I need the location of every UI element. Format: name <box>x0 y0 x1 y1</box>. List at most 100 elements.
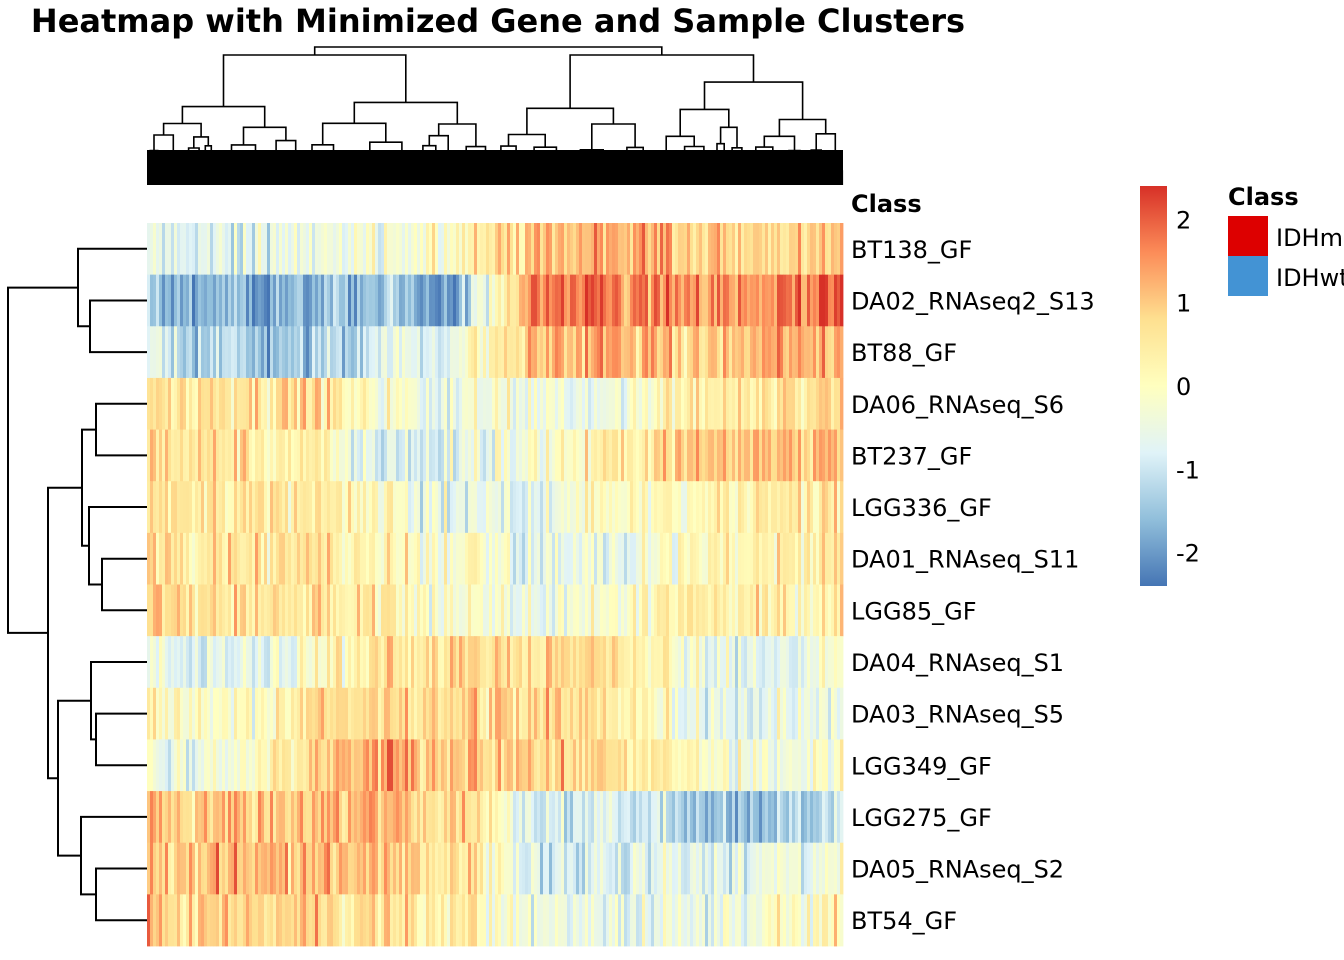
heatmap-cell <box>186 481 190 534</box>
heatmap-cell <box>777 739 781 792</box>
heatmap-cell <box>840 223 844 276</box>
heatmap-cell <box>399 429 403 482</box>
heatmap-cell <box>795 894 799 947</box>
heatmap-cell <box>459 791 463 844</box>
heatmap-cell <box>525 842 529 895</box>
heatmap-cell <box>648 481 652 534</box>
heatmap-cell <box>246 894 250 947</box>
heatmap-cell <box>486 687 490 740</box>
heatmap-cell <box>738 274 742 327</box>
heatmap-cell <box>681 326 685 379</box>
heatmap-cell <box>219 481 223 534</box>
heatmap-cell <box>801 584 805 637</box>
heatmap-cell <box>708 636 712 689</box>
heatmap-cell <box>702 429 706 482</box>
heatmap-cell <box>243 739 247 792</box>
heatmap-cell <box>510 429 514 482</box>
heatmap-cell <box>690 894 694 947</box>
heatmap-cell <box>651 894 655 947</box>
heatmap-cell <box>609 532 613 585</box>
heatmap-cell <box>510 842 514 895</box>
heatmap-cell <box>741 636 745 689</box>
heatmap-cell <box>426 481 430 534</box>
heatmap-cell <box>249 791 253 844</box>
heatmap-cell <box>246 481 250 534</box>
heatmap-cell <box>399 739 403 792</box>
heatmap-cell <box>780 532 784 585</box>
heatmap-cell <box>441 584 445 637</box>
heatmap-cell <box>447 429 451 482</box>
heatmap-cell <box>528 791 532 844</box>
heatmap-cell <box>276 894 280 947</box>
heatmap-cell <box>174 687 178 740</box>
heatmap-cell <box>540 636 544 689</box>
heatmap-cell <box>786 791 790 844</box>
heatmap-cell <box>291 842 295 895</box>
heatmap-cell <box>510 532 514 585</box>
heatmap-cell <box>636 791 640 844</box>
heatmap-cell <box>303 636 307 689</box>
heatmap-cell <box>561 894 565 947</box>
heatmap-cell <box>402 377 406 430</box>
heatmap-cell <box>489 532 493 585</box>
heatmap-cell <box>813 223 817 276</box>
heatmap-cell <box>216 326 220 379</box>
heatmap-cell <box>354 636 358 689</box>
heatmap-cell <box>231 223 235 276</box>
heatmap-cell <box>315 481 319 534</box>
heatmap-cell <box>486 636 490 689</box>
heatmap-cell <box>162 636 166 689</box>
heatmap-cell <box>429 326 433 379</box>
heatmap-cell <box>357 584 361 637</box>
heatmap-cell <box>297 584 301 637</box>
heatmap-cell <box>342 584 346 637</box>
heatmap-cell <box>738 532 742 585</box>
heatmap-cell <box>519 791 523 844</box>
heatmap-cell <box>723 274 727 327</box>
heatmap-cell <box>186 377 190 430</box>
heatmap-cell <box>459 377 463 430</box>
heatmap-cell <box>567 532 571 585</box>
heatmap-cell <box>819 894 823 947</box>
heatmap-cell <box>792 274 796 327</box>
heatmap-cell <box>651 791 655 844</box>
heatmap-cell <box>831 326 835 379</box>
heatmap-cell <box>156 481 160 534</box>
heatmap-cell <box>237 274 241 327</box>
heatmap-cell <box>798 791 802 844</box>
heatmap-cell <box>393 377 397 430</box>
heatmap-cell <box>177 894 181 947</box>
heatmap-cell <box>405 739 409 792</box>
heatmap-cell <box>264 481 268 534</box>
heatmap-cell <box>201 377 205 430</box>
heatmap-cell <box>483 377 487 430</box>
heatmap-cell <box>342 429 346 482</box>
heatmap-cell <box>174 223 178 276</box>
heatmap-cell <box>840 739 844 792</box>
heatmap-cell <box>363 377 367 430</box>
heatmap-cell <box>363 274 367 327</box>
heatmap-cell <box>375 739 379 792</box>
heatmap-cell <box>249 429 253 482</box>
heatmap-cell <box>435 377 439 430</box>
heatmap-cell <box>201 791 205 844</box>
heatmap-cell <box>486 739 490 792</box>
heatmap-cell <box>678 326 682 379</box>
heatmap-cell <box>429 481 433 534</box>
heatmap-cell <box>573 481 577 534</box>
heatmap-cell <box>618 739 622 792</box>
heatmap-cell <box>273 842 277 895</box>
heatmap-cell <box>624 687 628 740</box>
heatmap-cell <box>540 429 544 482</box>
heatmap-cell <box>450 326 454 379</box>
heatmap-cell <box>525 739 529 792</box>
heatmap-cell <box>585 894 589 947</box>
heatmap-cell <box>513 894 517 947</box>
heatmap-cell <box>603 223 607 276</box>
heatmap-cell <box>840 636 844 689</box>
heatmap-cell <box>411 894 415 947</box>
heatmap-cell <box>702 274 706 327</box>
heatmap-cell <box>207 687 211 740</box>
heatmap-cell <box>252 326 256 379</box>
heatmap-cell <box>795 223 799 276</box>
